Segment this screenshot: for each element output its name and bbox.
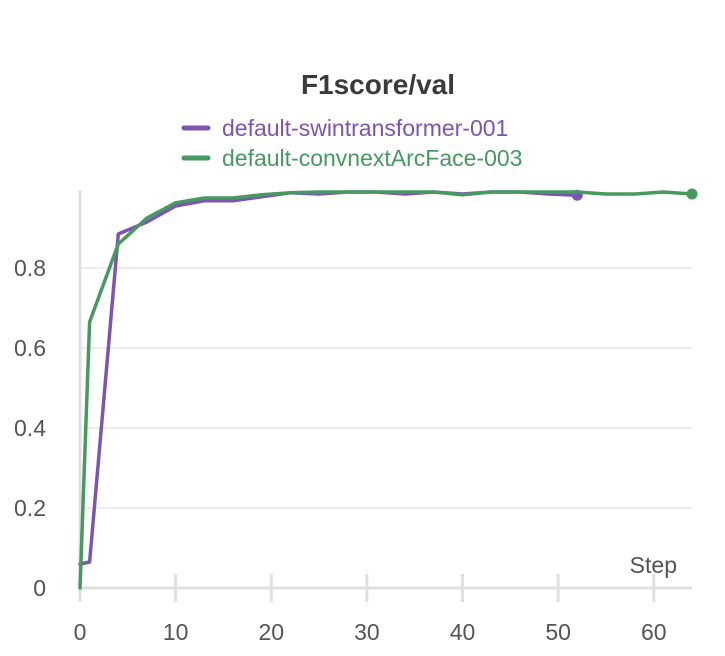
series-end-point-1[interactable] bbox=[686, 188, 698, 200]
y-tick-label-1: 0.2 bbox=[14, 495, 46, 521]
x-tick-label-0: 0 bbox=[74, 619, 87, 645]
x-tick-label-4: 40 bbox=[450, 619, 476, 645]
chart-legend: default-swintransformer-001 default-conv… bbox=[181, 115, 522, 171]
x-tick-label-1: 10 bbox=[163, 619, 189, 645]
x-tick-label-3: 30 bbox=[354, 619, 380, 645]
y-tick-label-4: 0.8 bbox=[14, 255, 46, 281]
legend-entry-convnext[interactable]: default-convnextArcFace-003 bbox=[181, 145, 522, 171]
x-tick-label-2: 20 bbox=[258, 619, 284, 645]
y-tick-label-3: 0.6 bbox=[14, 335, 46, 361]
grid-lines bbox=[80, 267, 692, 509]
y-tick-label-2: 0.4 bbox=[14, 415, 46, 441]
series-line-1[interactable] bbox=[78, 190, 694, 590]
legend-label-convnext: default-convnextArcFace-003 bbox=[222, 145, 522, 171]
legend-entry-swintransformer[interactable]: default-swintransformer-001 bbox=[181, 115, 508, 141]
x-axis-label: Step bbox=[630, 552, 677, 578]
x-tick-label-6: 60 bbox=[641, 619, 667, 645]
chart-title: F1score/val bbox=[301, 69, 455, 100]
plot-area bbox=[78, 188, 698, 590]
axes: 0 0.2 0.4 0.6 0.8 0 10 20 30 40 50 60 bbox=[14, 190, 692, 645]
x-tick-label-5: 50 bbox=[545, 619, 571, 645]
legend-label-swintransformer: default-swintransformer-001 bbox=[222, 115, 508, 141]
y-tick-label-0: 0 bbox=[33, 575, 46, 601]
